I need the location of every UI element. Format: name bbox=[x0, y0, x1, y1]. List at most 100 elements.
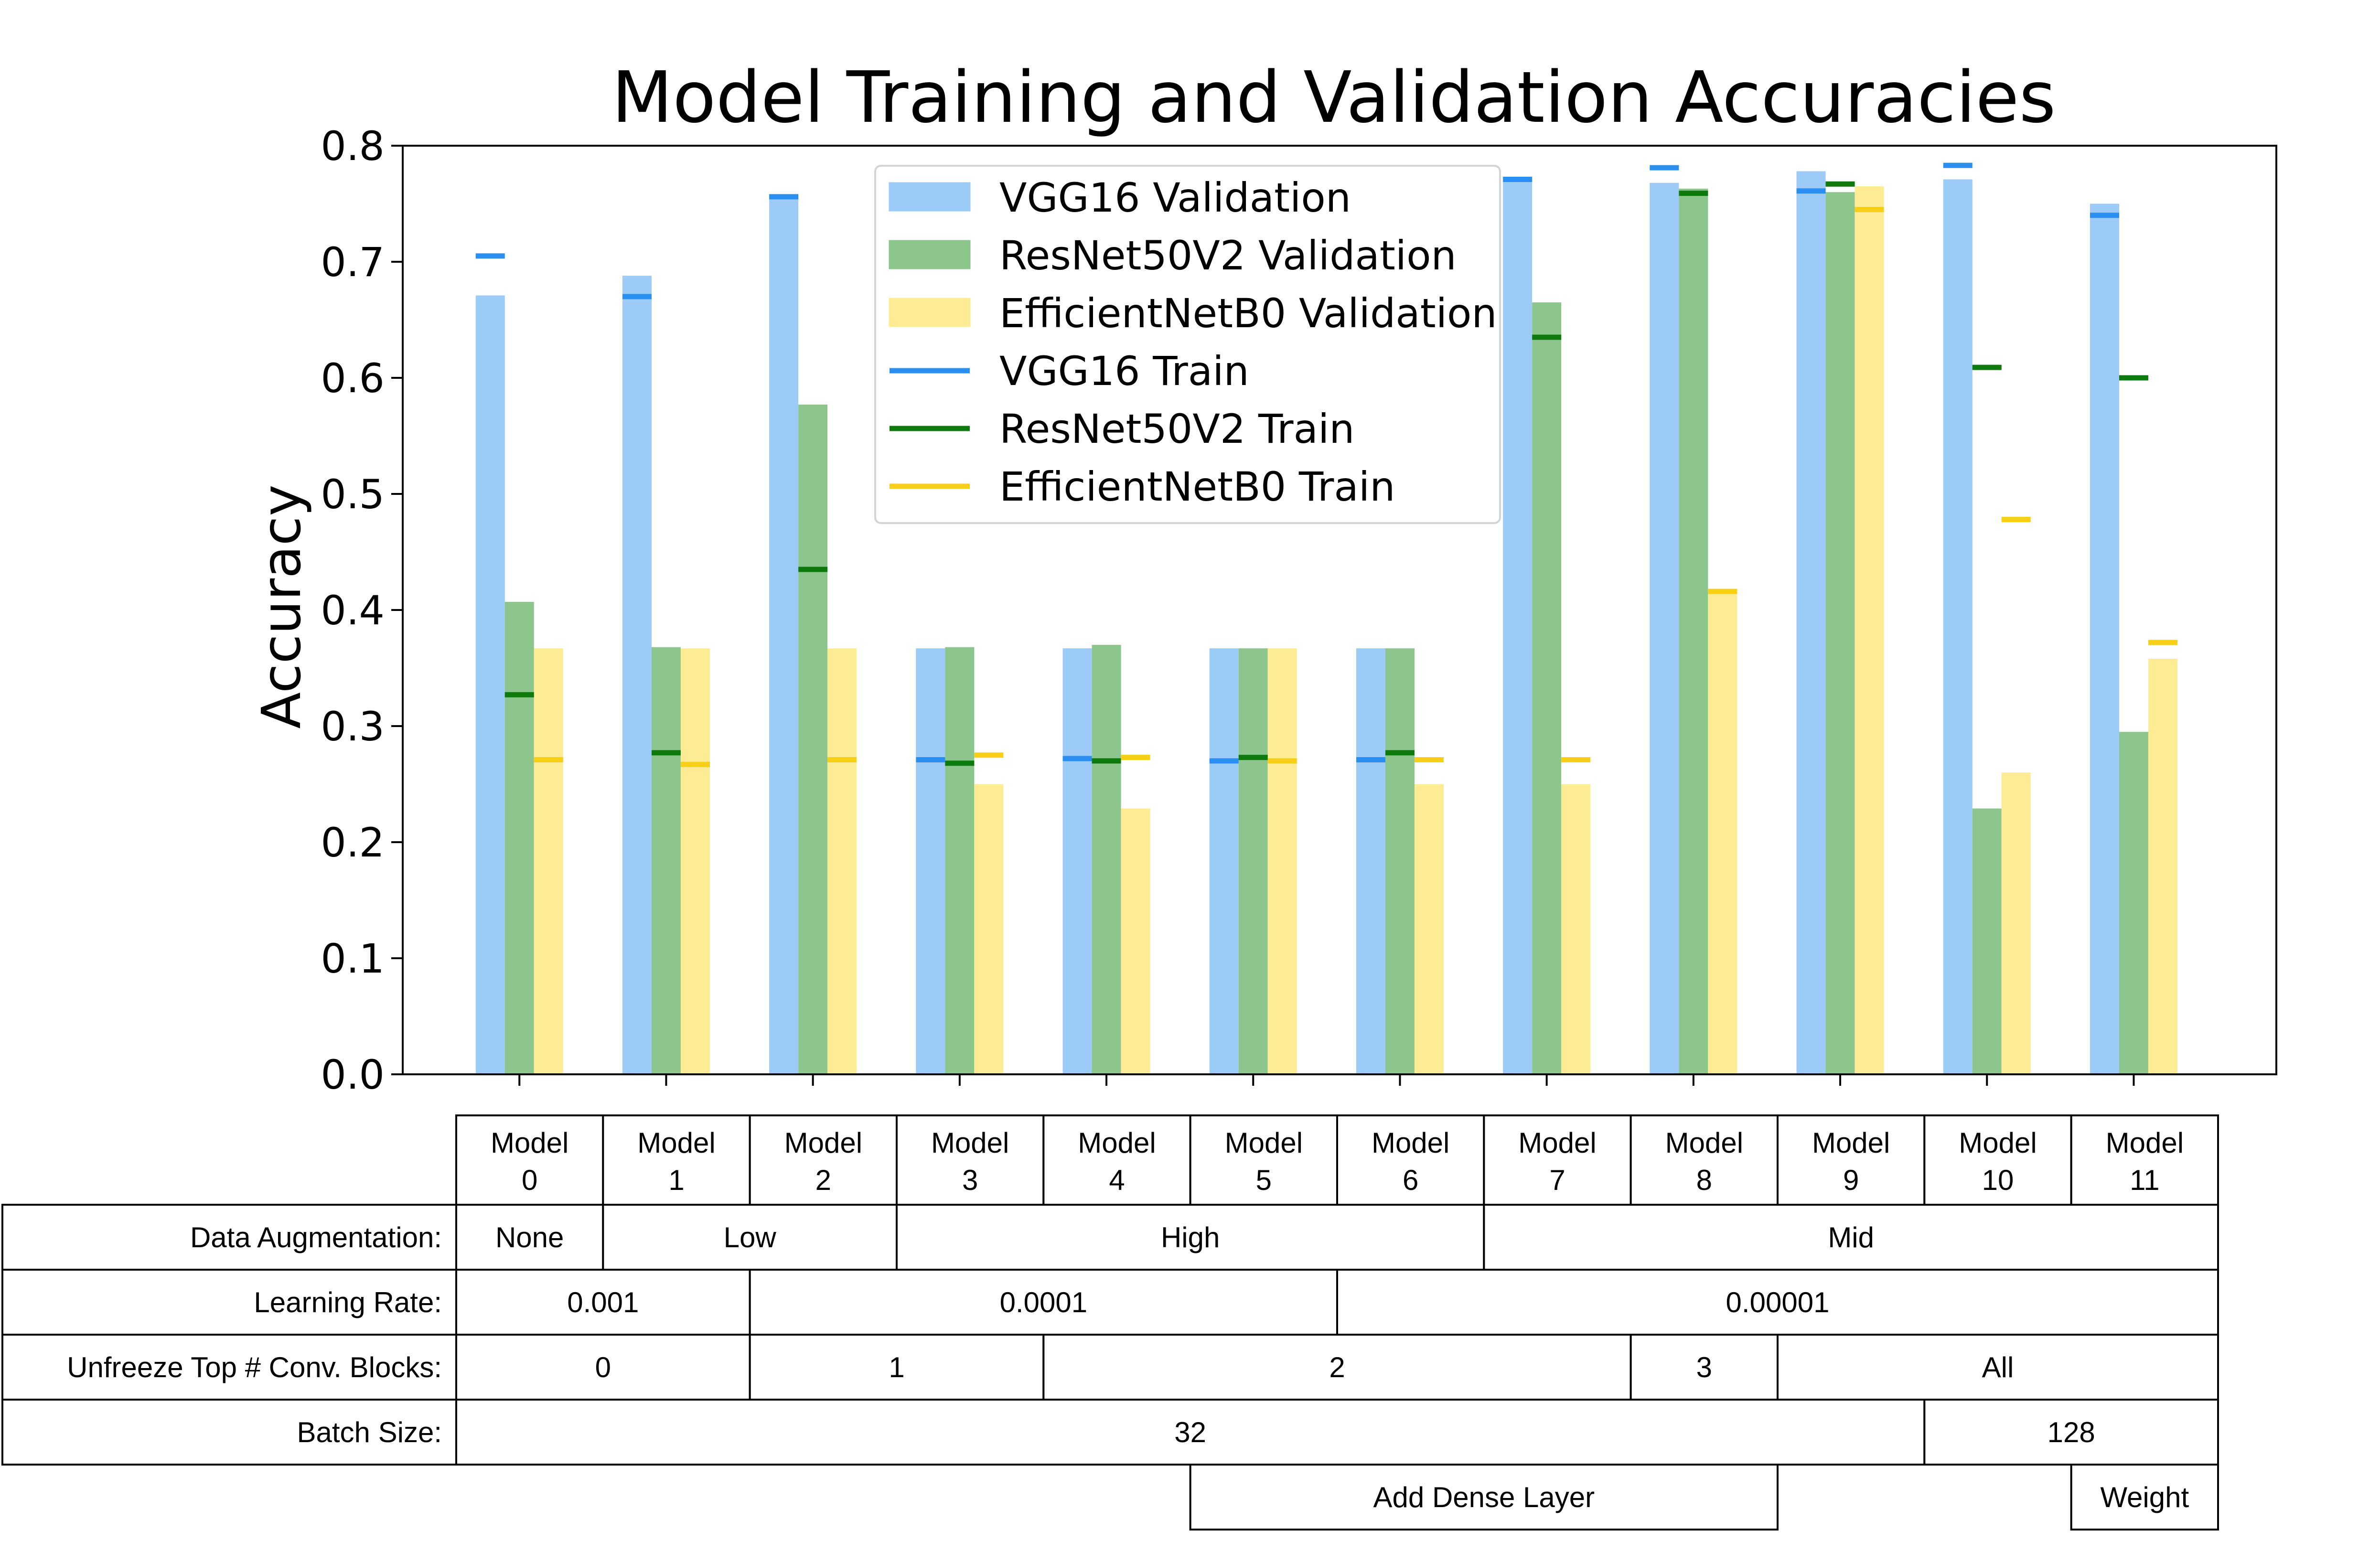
bar-vgg16-validation-6 bbox=[1356, 648, 1385, 1074]
table-row-label-0-border bbox=[1, 1204, 457, 1271]
table-header-text-4-1: 4 bbox=[1109, 1164, 1125, 1196]
bar-efficientnetb0-validation-3 bbox=[974, 784, 1004, 1074]
bar-resnet50v2-validation-3 bbox=[945, 647, 975, 1074]
bar-efficientnetb0-validation-7 bbox=[1561, 784, 1591, 1074]
table-header-text-5-1: 5 bbox=[1256, 1164, 1272, 1196]
bar-efficientnetb0-validation-8 bbox=[1708, 589, 1737, 1074]
bar-vgg16-validation-0 bbox=[475, 295, 505, 1074]
table-cell-4-0-border bbox=[1189, 1464, 1779, 1531]
bar-efficientnetb0-validation-6 bbox=[1414, 784, 1444, 1074]
bar-efficientnetb0-validation-5 bbox=[1267, 648, 1297, 1074]
table-header-text-6-0: Model bbox=[1372, 1127, 1449, 1159]
table-header-border-0 bbox=[455, 1114, 604, 1206]
plot-axes: 0.0 0.1 0.2 0.3 0.4 0.5 0.6 0.7 0.8 bbox=[321, 123, 2277, 1098]
table-cell-1-2: 0.00001 bbox=[1336, 1269, 2219, 1336]
bar-vgg16-validation-3 bbox=[916, 648, 945, 1074]
table-cell-4-0: Add Dense Layer bbox=[1189, 1464, 1779, 1531]
table-cell-2-4-border bbox=[1777, 1334, 2219, 1401]
bar-vgg16-validation-7 bbox=[1503, 179, 1533, 1075]
table-cell-2-0: 0 bbox=[455, 1334, 751, 1401]
table-header-text-10-1: 10 bbox=[1982, 1164, 2014, 1196]
bar-efficientnetb0-validation-9 bbox=[1855, 186, 1884, 1074]
bar-efficientnetb0-validation-11 bbox=[2148, 659, 2177, 1074]
y-tick-label-0-2: 0.2 bbox=[321, 819, 385, 866]
bar-vgg16-validation-9 bbox=[1796, 171, 1826, 1075]
table-cell-3-0-border bbox=[455, 1399, 1926, 1466]
table-header-model-3: Model 3 bbox=[896, 1114, 1045, 1206]
table-cell-3-1-border bbox=[1923, 1399, 2219, 1466]
table-header-text-8-1: 8 bbox=[1696, 1164, 1712, 1196]
bar-vgg16-validation-5 bbox=[1209, 648, 1239, 1074]
table-cell-4-0-text: Add Dense Layer bbox=[1373, 1481, 1595, 1513]
table-cell-0-2: High bbox=[896, 1204, 1485, 1271]
table-cell-1-1: 0.0001 bbox=[749, 1269, 1338, 1336]
table-header-border-10 bbox=[1923, 1114, 2072, 1206]
table-cell-4-1-text: Weight bbox=[2101, 1481, 2189, 1513]
bar-efficientnetb0-validation-1 bbox=[680, 648, 710, 1074]
table-cell-0-3-border bbox=[1483, 1204, 2219, 1271]
bar-resnet50v2-validation-6 bbox=[1385, 648, 1415, 1074]
table-header-text-0-0: Model bbox=[491, 1127, 568, 1159]
table-header-text-1-0: Model bbox=[637, 1127, 715, 1159]
table-row-label-0: Data Augmentation: bbox=[1, 1204, 457, 1271]
y-tick-label-0-7: 0.7 bbox=[321, 239, 385, 286]
bar-vgg16-validation-11 bbox=[2090, 203, 2119, 1074]
bar-efficientnetb0-validation-10 bbox=[2001, 772, 2031, 1074]
table-header-text-7-1: 7 bbox=[1549, 1164, 1565, 1196]
bar-resnet50v2-validation-10 bbox=[1972, 808, 2002, 1074]
table-row-label-3: Batch Size: bbox=[1, 1399, 457, 1466]
legend-label-resnet50v2-validation: ResNet50V2 Validation bbox=[999, 232, 1457, 279]
legend-entry-resnet50v2-validation: ResNet50V2 Validation bbox=[889, 232, 1457, 279]
table-cell-0-0: None bbox=[455, 1204, 604, 1271]
table-row-label-2-text: Unfreeze Top # Conv. Blocks: bbox=[67, 1351, 442, 1383]
table-cell-0-1: Low bbox=[602, 1204, 898, 1271]
y-tick-label-0-4: 0.4 bbox=[321, 587, 385, 634]
y-tick-label-0-5: 0.5 bbox=[321, 471, 385, 518]
table-header-text-9-0: Model bbox=[1812, 1127, 1890, 1159]
table-header-text-7-0: Model bbox=[1518, 1127, 1596, 1159]
table-cell-0-1-border bbox=[602, 1204, 898, 1271]
bar-vgg16-validation-8 bbox=[1650, 182, 1679, 1074]
table-header-text-0-1: 0 bbox=[522, 1164, 537, 1196]
table-header-text-6-1: 6 bbox=[1403, 1164, 1418, 1196]
legend-label-vgg16-train: VGG16 Train bbox=[999, 348, 1249, 395]
table-cell-3-1-text: 128 bbox=[2048, 1416, 2095, 1448]
bar-resnet50v2-validation-8 bbox=[1679, 188, 1708, 1074]
table-header-text-3-1: 3 bbox=[962, 1164, 978, 1196]
bar-resnet50v2-validation-2 bbox=[798, 404, 828, 1074]
table-cell-0-3: Mid bbox=[1483, 1204, 2219, 1271]
bar-efficientnetb0-validation-0 bbox=[534, 648, 563, 1074]
table-header-model-10: Model 10 bbox=[1923, 1114, 2072, 1206]
table-row-label-1: Learning Rate: bbox=[1, 1269, 457, 1336]
bar-resnet50v2-validation-1 bbox=[651, 647, 681, 1074]
table-header-model-8: Model 8 bbox=[1630, 1114, 1779, 1206]
table-cell-1-0: 0.001 bbox=[455, 1269, 751, 1336]
y-axis-label: Accuracy bbox=[251, 484, 313, 728]
table-row-label-1-text: Learning Rate: bbox=[254, 1286, 442, 1318]
y-tick-label-0-8: 0.8 bbox=[321, 123, 385, 170]
legend-swatch-resnet50v2-validation bbox=[889, 240, 971, 269]
table-header-text-11-1: 11 bbox=[2130, 1164, 2159, 1196]
table-cell-4-1-border bbox=[2070, 1464, 2219, 1531]
table-header-text-11-0: Model bbox=[2106, 1127, 2184, 1159]
table-header-model-9: Model 9 bbox=[1777, 1114, 1926, 1206]
table-cell-3-0: 32 bbox=[455, 1399, 1926, 1466]
table-cell-2-3: 3 bbox=[1630, 1334, 1779, 1401]
table-cell-4-1: Weight bbox=[2070, 1464, 2219, 1531]
table-cell-0-3-text: Mid bbox=[1828, 1221, 1874, 1253]
y-tick-label-0-0: 0.0 bbox=[321, 1051, 385, 1098]
table-cell-0-0-border bbox=[455, 1204, 604, 1271]
table-header-border-1 bbox=[602, 1114, 751, 1206]
table-cell-2-1-border bbox=[749, 1334, 1045, 1401]
y-tick-label-0-1: 0.1 bbox=[321, 935, 385, 982]
table-header-text-2-0: Model bbox=[784, 1127, 862, 1159]
table-cell-2-2-text: 2 bbox=[1329, 1351, 1345, 1383]
legend-swatch-vgg16-validation bbox=[889, 182, 971, 212]
table-header-model-6: Model 6 bbox=[1336, 1114, 1485, 1206]
table-cell-2-4: All bbox=[1777, 1334, 2219, 1401]
legend-entry-vgg16-train: VGG16 Train bbox=[890, 348, 1249, 395]
table-cell-1-2-text: 0.00001 bbox=[1726, 1286, 1830, 1318]
bar-resnet50v2-validation-0 bbox=[504, 601, 534, 1074]
table-header-model-5: Model 5 bbox=[1189, 1114, 1339, 1206]
legend-entry-efficientnetb0-train: EfficientNetB0 Train bbox=[890, 463, 1395, 510]
